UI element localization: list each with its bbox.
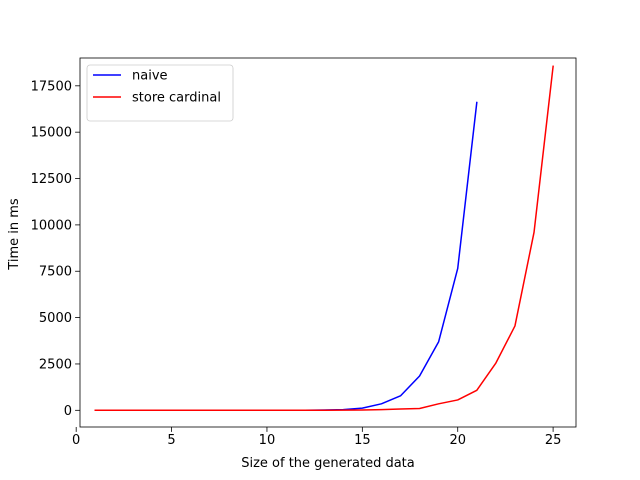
- legend-label: store cardinal: [132, 91, 221, 106]
- y-tick-label: 15000: [31, 126, 72, 141]
- series-line-store-cardinal: [94, 65, 554, 412]
- legend-box: [86, 64, 234, 122]
- legend: naive store cardinal: [86, 64, 234, 122]
- x-tick-label: 15: [354, 433, 371, 448]
- series-layer: [94, 65, 554, 412]
- x-tick-label: 20: [449, 433, 466, 448]
- y-tick-label: 12500: [31, 172, 72, 187]
- axes-frame: [79, 57, 577, 428]
- y-tick-label: 7500: [39, 265, 72, 280]
- y-tick-label: 17500: [31, 79, 72, 94]
- x-tick-label: 5: [167, 433, 175, 448]
- y-tick-label: 0: [64, 404, 72, 419]
- x-tick-label: 0: [72, 433, 80, 448]
- x-axis-label: Size of the generated data: [241, 456, 415, 471]
- y-tick-label: 5000: [39, 311, 72, 326]
- x-tick-label: 25: [545, 433, 562, 448]
- y-tick-label: 10000: [31, 218, 72, 233]
- x-tick-label: 10: [259, 433, 276, 448]
- y-axis-label: Time in ms: [7, 198, 22, 271]
- y-tick-label: 2500: [39, 357, 72, 372]
- axes-layer: 0 5 10 15 20 25 0 2500 5000 7500 10000 12500 15000 17…: [31, 57, 577, 448]
- legend-label: naive: [132, 69, 168, 84]
